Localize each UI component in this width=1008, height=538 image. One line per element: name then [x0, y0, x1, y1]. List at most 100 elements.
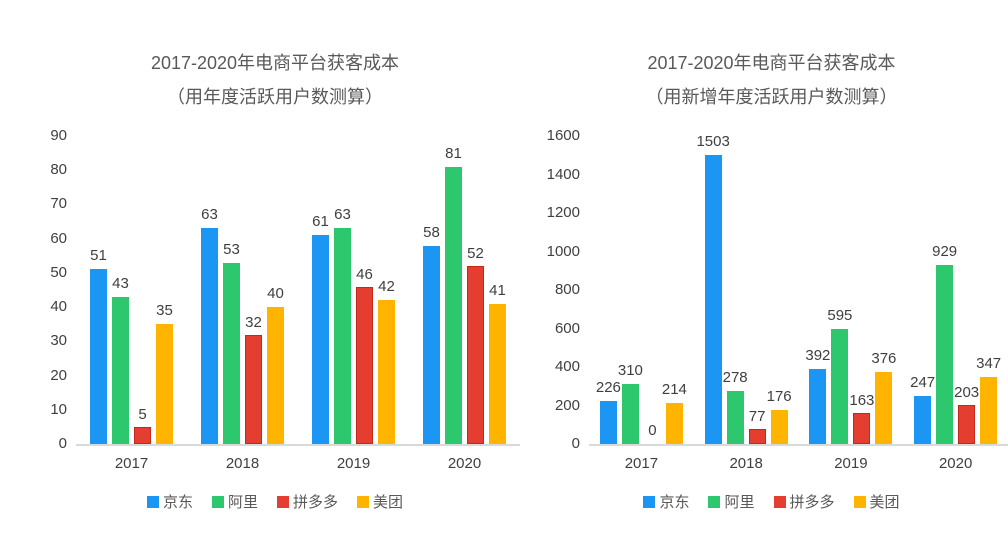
y-axis-tick-label: 50 [50, 263, 67, 281]
data-label: 203 [954, 383, 980, 401]
data-label: 53 [223, 240, 240, 258]
y-axis: 1600 1400 1200 1000 800 600 400 200 0 [535, 127, 589, 452]
data-label: 226 [595, 378, 621, 396]
legend-swatch-icon [277, 495, 289, 508]
data-label: 1503 [696, 132, 730, 150]
legend-item-美团: 美团 [853, 491, 900, 512]
plot-area: 51 43 5 35 63 53 32 40 61 63 46 42 58 81 52 41 [76, 136, 520, 446]
legend-item-拼多多: 拼多多 [773, 491, 835, 512]
y-axis-tick-label: 1200 [546, 204, 580, 221]
bar-group-2017: 226 310 0 214 [589, 136, 694, 444]
bar-拼多多-2020: 52 [467, 245, 484, 444]
bar-阿里-2020: 929 [932, 243, 957, 444]
legend-item-京东: 京东 [643, 491, 689, 512]
x-axis-label-2019: 2019 [336, 455, 371, 472]
data-label: 51 [90, 247, 107, 265]
bar-京东-2020: 58 [423, 224, 440, 444]
data-label: 41 [489, 281, 506, 299]
bar-拼多多-2018: 32 [245, 314, 262, 444]
chart-acquisition-cost-annual-active-users: 2017-2020年电商平台获客成本 （用年度活跃用户数测算） 90 80 70 60… [30, 46, 520, 512]
plot-wrap: 1600 1400 1200 1000 800 600 400 200 0 226 310 0 214… [535, 127, 1008, 452]
chart-title-line1: 2017-2020年电商平台获客成本 [647, 53, 896, 73]
legend-swatch-icon [773, 495, 786, 508]
chart-title: 2017-2020年电商平台获客成本 （用新增年度活跃用户数测算） [535, 46, 1008, 114]
bar-美团-2019: 376 [871, 350, 896, 444]
chart-title-line2: （用年度活跃用户数测算） [167, 87, 383, 107]
legend: 京东 阿里 拼多多 美团 [535, 491, 1008, 512]
y-axis-tick-label: 1400 [546, 165, 580, 183]
legend-item-京东: 京东 [146, 491, 193, 512]
data-label: 52 [467, 245, 484, 263]
legend-label: 美团 [373, 494, 404, 511]
legend-swatch-icon [708, 495, 721, 508]
y-axis-tick-label: 600 [554, 319, 580, 337]
legend-label: 拼多多 [789, 494, 835, 511]
x-axis-label-2018: 2018 [729, 455, 763, 472]
legend-swatch-icon [211, 495, 224, 508]
legend-swatch-icon [643, 495, 656, 508]
legend-label: 京东 [162, 494, 193, 511]
y-axis: 90 80 70 60 50 40 30 20 10 0 [30, 127, 76, 452]
data-label: 63 [201, 206, 218, 224]
data-label: 310 [617, 362, 643, 380]
y-axis-tick-label: 800 [554, 281, 580, 298]
y-axis-tick-label: 1600 [546, 127, 580, 144]
data-label: 247 [910, 374, 936, 392]
bar-group-2019: 392 595 163 376 [799, 136, 904, 444]
y-axis-tick-label: 400 [554, 358, 580, 375]
bar-京东-2019: 392 [805, 347, 830, 444]
bar-京东-2017: 51 [90, 247, 107, 444]
bar-拼多多-2020: 203 [954, 384, 979, 444]
y-axis-tick-label: 80 [50, 161, 67, 179]
bar-京东-2019: 61 [312, 213, 329, 444]
data-label: 929 [932, 243, 958, 261]
legend-label: 阿里 [227, 494, 258, 511]
x-axis-label-2020: 2020 [938, 455, 973, 472]
data-label: 77 [748, 408, 766, 426]
data-label: 278 [722, 368, 748, 386]
bar-美团-2017: 35 [156, 302, 173, 444]
y-axis-tick-label: 0 [571, 435, 580, 452]
legend-label: 拼多多 [293, 494, 339, 511]
data-label: 46 [356, 265, 373, 283]
plot-wrap: 90 80 70 60 50 40 30 20 10 0 51 43 5 35 63 53 32 40 61 63 4… [30, 127, 520, 452]
chart-title-line1: 2017-2020年电商平台获客成本 [150, 53, 400, 73]
x-axis-label-2018: 2018 [225, 455, 260, 472]
bar-美团-2018: 176 [767, 388, 792, 444]
bar-group-2018: 63 53 32 40 [187, 136, 298, 444]
chart-title-line2: （用新增年度活跃用户数测算） [645, 87, 898, 107]
y-axis-tick-label: 10 [50, 400, 67, 418]
data-label: 61 [312, 213, 329, 231]
bar-阿里-2019: 63 [334, 206, 351, 444]
bar-group-2018: 1503 278 77 176 [694, 133, 799, 444]
bar-京东-2018: 1503 [696, 133, 730, 444]
bar-group-2019: 61 63 46 42 [298, 136, 409, 444]
legend-item-美团: 美团 [357, 491, 403, 512]
data-label: 392 [805, 346, 831, 364]
bar-美团-2020: 347 [976, 355, 1001, 444]
bar-美团-2020: 41 [489, 282, 506, 444]
bar-阿里-2018: 53 [223, 241, 240, 444]
data-label: 163 [849, 391, 875, 409]
bar-拼多多-2019: 46 [356, 266, 373, 444]
y-axis-tick-label: 90 [50, 127, 67, 144]
legend-label: 阿里 [724, 494, 755, 511]
data-label: 63 [334, 206, 351, 224]
x-axis-label-2017: 2017 [114, 455, 149, 472]
bar-拼多多-2018: 77 [748, 408, 766, 444]
data-label: 0 [648, 422, 657, 439]
y-axis-tick-label: 1000 [546, 242, 580, 260]
bar-美团-2017: 214 [662, 381, 687, 444]
data-label: 595 [827, 307, 853, 325]
bar-美团-2019: 42 [378, 278, 395, 444]
data-label: 35 [156, 302, 173, 320]
legend-swatch-icon [357, 495, 370, 508]
bar-阿里-2019: 595 [827, 307, 852, 444]
bar-group-2020: 247 929 203 347 [903, 136, 1008, 444]
legend-label: 美团 [869, 494, 900, 511]
y-axis-tick-label: 70 [50, 195, 67, 213]
bar-阿里-2017: 310 [618, 362, 643, 444]
legend: 京东 阿里 拼多多 美团 [30, 491, 520, 512]
legend-swatch-icon [146, 495, 159, 508]
bar-京东-2020: 247 [910, 374, 935, 444]
